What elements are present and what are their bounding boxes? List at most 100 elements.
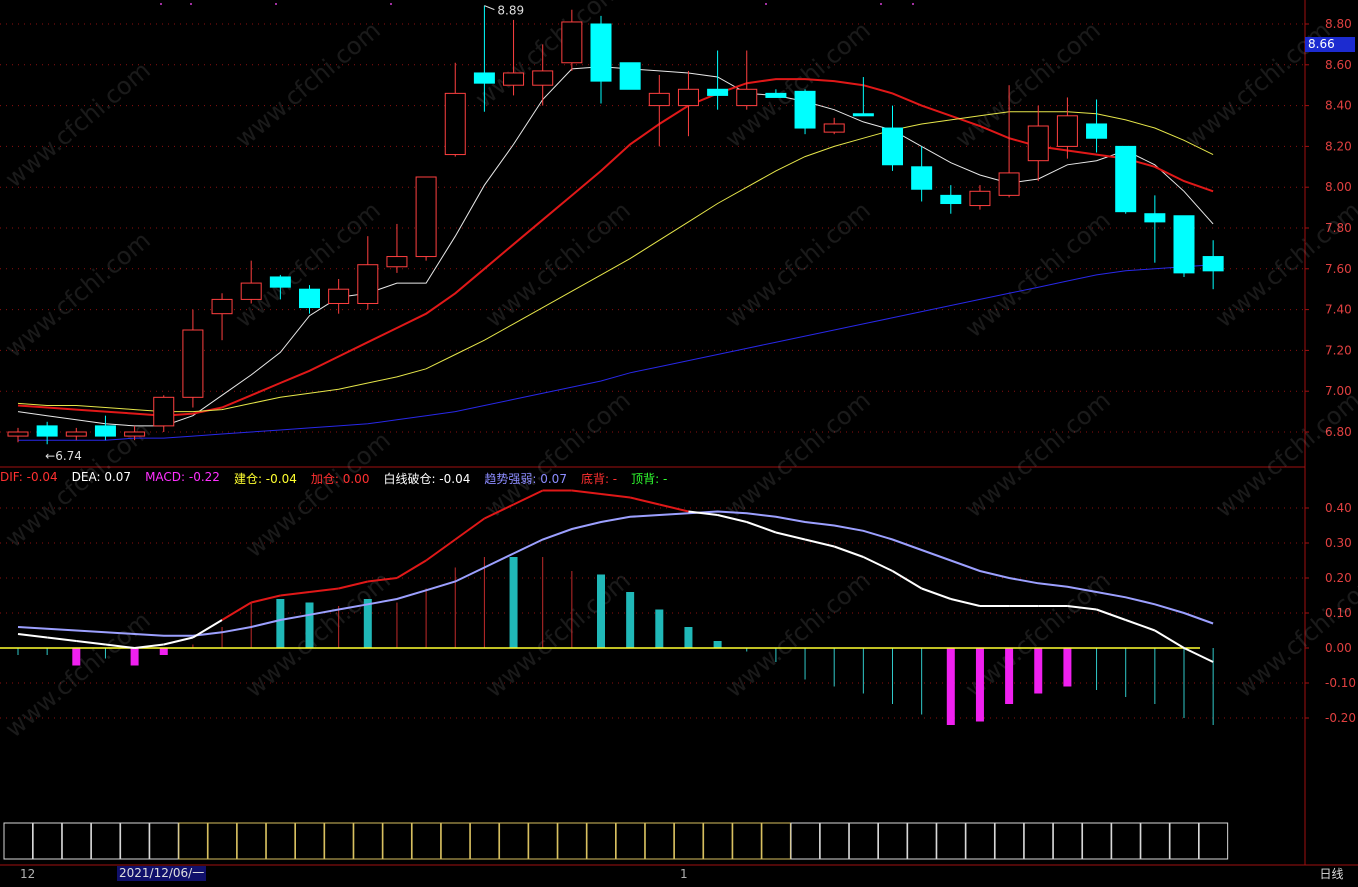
volume-box: [236, 822, 267, 860]
macd-bar-pos: [363, 599, 372, 648]
dif-segment: [396, 559, 427, 579]
price-tick-label: 8.40: [1325, 99, 1352, 113]
candle-up: [1056, 115, 1078, 147]
legend-qushi: 趋势强弱: 0.07: [484, 472, 567, 486]
period-button[interactable]: 日线: [1319, 867, 1344, 881]
volume-box: [353, 822, 383, 860]
time-label-left: 12: [20, 867, 36, 881]
volume-box: [1023, 822, 1054, 860]
top-marker-dot: [160, 3, 162, 5]
candle-down: [1115, 145, 1137, 213]
dea-line: [17, 510, 1214, 637]
ma-line-ma60: [18, 264, 1214, 441]
dif-segment: [950, 598, 981, 607]
top-marker-dot: [765, 3, 767, 5]
volume-box: [295, 822, 325, 860]
candle-up: [736, 88, 758, 107]
volume-box: [207, 822, 238, 860]
candle-down: [1173, 215, 1195, 274]
candle-down: [1144, 213, 1166, 223]
watermark-text: www.cfchi.com: [960, 206, 1116, 343]
top-marker-dot: [390, 3, 392, 5]
legend-macd: MACD: -0.22: [145, 470, 220, 484]
volume-box: [819, 822, 850, 860]
volume-box: [644, 822, 675, 860]
macd-tick-label: 0.00: [1325, 641, 1352, 655]
candle-down: [1202, 256, 1224, 272]
price-tick-label: 7.80: [1325, 221, 1352, 235]
candle-down: [269, 276, 291, 288]
candle-up: [357, 264, 379, 304]
candle-up: [561, 21, 583, 64]
volume-box: [469, 822, 500, 860]
volume-box: [120, 822, 150, 860]
candle-down: [911, 166, 933, 190]
dif-segment: [367, 577, 398, 583]
dif-segment: [454, 517, 485, 541]
macd-bar-neg: [1063, 648, 1072, 687]
volume-box: [32, 822, 63, 860]
legend-jiancang: 建仓: -0.04: [233, 472, 297, 486]
volume-box: [324, 822, 354, 860]
candle-up: [503, 72, 525, 86]
watermark-text: www.cfchi.com: [0, 56, 156, 193]
volume-box: [411, 822, 442, 860]
macd-bar-pos: [305, 602, 314, 648]
watermark-text: www.cfchi.com: [0, 226, 156, 363]
dif-segment: [862, 556, 893, 572]
candle-up: [648, 92, 670, 107]
dif-segment: [105, 643, 135, 649]
candle-down: [619, 62, 641, 90]
macd-bar-neg: [72, 648, 81, 666]
dif-segment: [571, 489, 602, 495]
volume-box: [673, 822, 704, 860]
volume-box: [61, 822, 92, 860]
dif-segment: [688, 510, 718, 516]
volume-box: [1169, 822, 1199, 860]
dif-segment: [221, 601, 252, 621]
candle-down: [473, 72, 495, 84]
ma-line-ma10: [17, 78, 1214, 417]
price-tick-label: 8.60: [1325, 58, 1352, 72]
volume-box: [790, 822, 821, 860]
top-marker-dot: [190, 3, 192, 5]
candle-down: [94, 425, 116, 437]
high-pointer: [484, 5, 495, 11]
dif-segment: [1067, 605, 1097, 611]
volume-box: [732, 822, 762, 860]
candle-up: [182, 329, 204, 398]
watermark-text: www.cfchi.com: [230, 16, 386, 153]
macd-tick-label: 0.10: [1325, 606, 1352, 620]
macd-bar-pos: [684, 627, 693, 648]
watermark-text: www.cfchi.com: [480, 386, 636, 523]
macd-bar-neg: [1034, 648, 1043, 694]
macd-tick-label: 0.40: [1325, 501, 1352, 515]
legend-jiacang: 加仓: 0.00: [310, 472, 370, 486]
dif-segment: [280, 591, 310, 597]
dif-segment: [425, 538, 456, 562]
dif-segment: [513, 489, 544, 506]
price-tick-label: 7.00: [1325, 384, 1352, 398]
volume-box: [3, 822, 33, 860]
volume-box: [936, 822, 966, 860]
dif-segment: [134, 643, 164, 649]
volume-box: [586, 822, 616, 860]
candle-up: [677, 88, 699, 107]
volume-box: [382, 822, 412, 860]
volume-box: [1198, 822, 1229, 860]
current-price-tag: 8.66: [1305, 37, 1355, 52]
dif-segment: [891, 570, 923, 590]
volume-box: [557, 822, 587, 860]
dif-segment: [600, 493, 631, 499]
candle-down: [852, 113, 874, 117]
candle-up: [124, 431, 146, 437]
macd-tick-label: -0.20: [1325, 711, 1356, 725]
volume-box: [994, 822, 1025, 860]
volume-box: [265, 822, 296, 860]
volume-box: [1111, 822, 1141, 860]
volume-box: [1140, 822, 1170, 860]
candle-up: [969, 190, 991, 207]
candle-up: [211, 298, 233, 315]
